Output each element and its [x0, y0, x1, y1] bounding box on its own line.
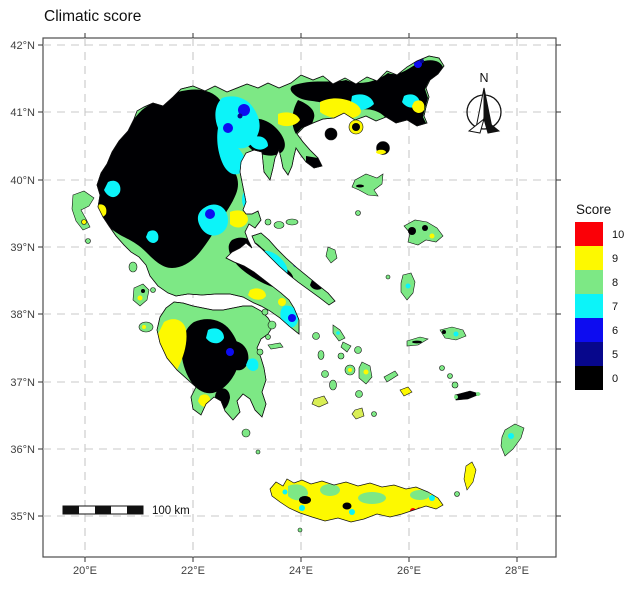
island-karpathos [463, 461, 477, 491]
island-hydra [267, 342, 284, 350]
island-corfu [71, 190, 95, 231]
island-kythnos [317, 350, 325, 360]
island-skopelos [273, 221, 285, 229]
island-antikythira [255, 449, 261, 455]
y-tick-label: 35°N [10, 511, 35, 523]
island-alonnisos [285, 218, 299, 226]
island-syros [337, 352, 345, 360]
island-psara [385, 274, 391, 280]
north-arrow-wing-right [483, 117, 501, 134]
island-agios-efstratios [355, 210, 361, 216]
legend-swatch-6 [575, 318, 603, 342]
island-gavdos [297, 527, 303, 533]
island-serifos [321, 370, 329, 378]
x-tick-label: 20°E [73, 565, 97, 577]
legend-label-6: 6 [612, 325, 618, 337]
island-rhodes [500, 423, 525, 457]
island-ios [355, 390, 363, 398]
north-arrow: N [466, 71, 502, 134]
legend-label-7: 7 [612, 301, 618, 313]
island-skyros [325, 246, 338, 264]
island-kythira [241, 428, 251, 438]
island-ithaca [150, 287, 156, 293]
legend-swatch-5 [575, 342, 603, 366]
page-title: Climatic score [44, 8, 141, 25]
y-tick-label: 38°N [10, 309, 35, 321]
island-lefkada [128, 261, 138, 273]
x-tick-label: 28°E [505, 565, 529, 577]
y-tick-label: 41°N [10, 107, 35, 119]
y-axis-labels: 42°N 41°N 40°N 39°N 38°N 37°N 36°N 35°N [10, 40, 35, 523]
scale-bar-segment [63, 506, 79, 514]
island-kea [312, 332, 320, 340]
island-sifnos [329, 379, 337, 391]
island-thasos [324, 127, 338, 141]
legend-label-9: 9 [612, 253, 618, 265]
score-overlay-crete [282, 484, 435, 515]
greece-map [71, 55, 525, 533]
scale-bar-segment [95, 506, 111, 514]
island-santorini [351, 407, 365, 420]
legend-swatch-10 [575, 222, 603, 246]
x-tick-label: 26°E [397, 565, 421, 577]
legend-label-0: 0 [612, 373, 618, 385]
scale-bar-label: 100 km [152, 505, 190, 517]
north-arrow-wing-left [467, 117, 485, 134]
island-patmos [439, 365, 445, 371]
y-tick-label: 39°N [10, 242, 35, 254]
island-poros [265, 334, 271, 340]
legend-swatch-8 [575, 270, 603, 294]
island-spetses [256, 348, 264, 356]
island-samos [439, 326, 467, 341]
legend-swatch-7 [575, 294, 603, 318]
scale-bar: 100 km [62, 505, 190, 517]
legend-label-8: 8 [612, 277, 618, 289]
north-arrow-label: N [479, 71, 488, 85]
island-kos [454, 390, 481, 401]
legend-title: Score [576, 202, 611, 217]
islands [71, 119, 525, 533]
island-kasos [454, 491, 460, 497]
scale-bar-segment [127, 506, 143, 514]
island-tinos [340, 341, 352, 353]
x-tick-label: 24°E [289, 565, 313, 577]
island-astypalaia [399, 386, 413, 397]
island-milos [311, 395, 329, 408]
x-tick-label: 22°E [181, 565, 205, 577]
island-crete [270, 479, 443, 522]
score-overlay-mainland [97, 59, 443, 411]
legend-label-10: 10 [612, 229, 624, 241]
y-tick-label: 40°N [10, 175, 35, 187]
island-lesbos [403, 219, 444, 246]
landmass-base [96, 55, 445, 522]
axis-tick-marks [38, 33, 561, 562]
legend-label-5: 5 [612, 349, 618, 361]
x-axis-labels: 20°E 22°E 24°E 26°E 28°E [73, 565, 529, 577]
island-aegina [267, 320, 277, 330]
legend: Score 10 9 8 7 6 5 0 [575, 202, 624, 390]
island-lemnos [351, 173, 384, 197]
island-salamis [261, 308, 269, 316]
island-amorgos [383, 370, 399, 383]
island-skiathos [264, 218, 272, 226]
y-tick-label: 37°N [10, 377, 35, 389]
island-kalymnos [451, 381, 459, 389]
y-tick-label: 42°N [10, 40, 35, 52]
island-paxi [85, 238, 91, 244]
island-cephalonia [132, 283, 150, 307]
island-mykonos [354, 346, 362, 354]
legend-swatch-9 [575, 246, 603, 270]
island-leros [447, 373, 453, 379]
legend-swatch-0 [575, 366, 603, 390]
y-tick-label: 36°N [10, 444, 35, 456]
island-anafi [371, 411, 377, 417]
